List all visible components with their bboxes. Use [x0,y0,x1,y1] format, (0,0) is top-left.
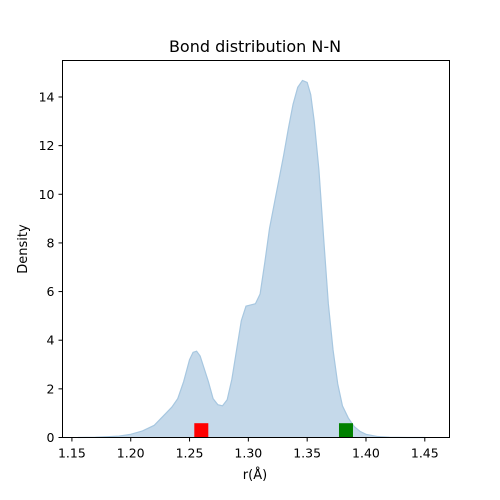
density-line [77,79,425,439]
x-axis-label: r(Å) [243,467,267,483]
y-tick-label: 2 [47,381,55,396]
marker-1 [194,423,209,438]
x-tick-label: 1.30 [234,446,262,461]
x-tick-label: 1.25 [176,446,204,461]
density-area [77,80,425,438]
y-tick-label: 10 [39,187,55,202]
x-tick-label: 1.45 [411,446,439,461]
x-axis: 1.15 1.20 1.25 1.30 1.35 1.40 1.45 [58,437,439,461]
x-tick-label: 1.20 [117,446,145,461]
y-tick-label: 6 [47,284,55,299]
x-tick-label: 1.15 [58,446,86,461]
plot-area [77,79,425,439]
x-tick-label: 1.35 [293,446,321,461]
y-axis-label: Density [16,224,31,274]
y-tick-label: 12 [39,138,55,153]
marker-2 [338,423,353,438]
y-tick-label: 14 [39,89,55,104]
y-axis: 0 2 4 6 8 10 12 14 [39,89,63,445]
y-tick-label: 4 [47,333,55,348]
y-tick-label: 0 [47,430,55,445]
y-tick-label: 8 [47,235,55,250]
axes-frame [62,60,450,438]
chart-title: Bond distribution N-N [169,37,341,56]
x-tick-label: 1.40 [352,446,380,461]
